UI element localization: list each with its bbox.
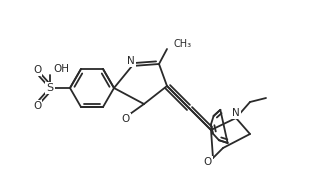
Text: OH: OH [53, 64, 69, 74]
Text: O: O [204, 157, 212, 167]
Text: O: O [33, 65, 41, 75]
Text: N: N [232, 108, 240, 118]
Text: S: S [46, 83, 54, 93]
Text: N: N [127, 56, 135, 66]
Text: CH₃: CH₃ [174, 39, 192, 49]
Text: O: O [33, 101, 41, 111]
Text: O: O [122, 114, 130, 124]
